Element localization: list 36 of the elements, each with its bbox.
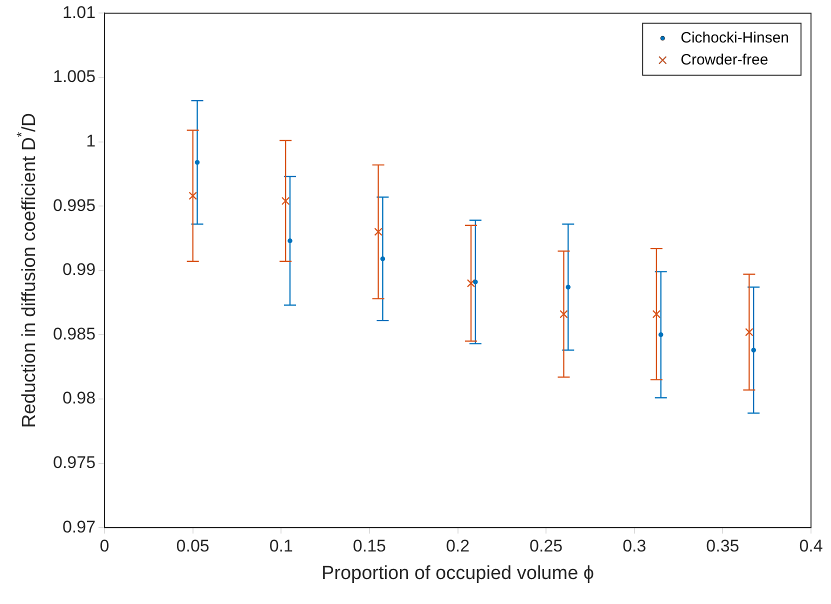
point: [751, 348, 756, 353]
x-tick-label: 0.2: [446, 536, 470, 556]
x-tick-label: 0.4: [799, 536, 823, 556]
y-tick-label: 0.975: [52, 452, 96, 472]
point: [466, 279, 476, 288]
x-tick-label: 0.15: [352, 536, 386, 556]
x-tick-label: 0.1: [269, 536, 293, 556]
point: [473, 280, 478, 284]
point: [745, 328, 754, 336]
point: [658, 332, 664, 338]
point: [281, 196, 290, 206]
x-axis-title: Proportion of occupied volume ϕ: [321, 562, 594, 584]
y-tick-label: 0.99: [62, 260, 96, 280]
point: [560, 310, 568, 318]
x-tick-label: 0: [100, 536, 110, 556]
point: [374, 228, 382, 236]
point: [194, 160, 200, 165]
x-tick-label: 0.3: [622, 536, 646, 556]
y-tick-label: 0.98: [62, 388, 96, 408]
x-tick-label: 0.35: [706, 536, 740, 556]
y-tick-label: 0.985: [52, 324, 96, 344]
y-axis-title: Reduction in diffusion coefficient D*/D: [14, 112, 40, 428]
x-tick-label: 0.25: [530, 536, 563, 556]
y-tick-label: 1.005: [52, 67, 96, 86]
point: [380, 256, 386, 262]
y-tick-label: 0.995: [52, 196, 96, 215]
x-tick-label: 0.05: [176, 536, 210, 556]
y-tick-label: 0.97: [62, 517, 96, 536]
point: [288, 238, 292, 244]
point: [188, 192, 197, 200]
legend-label: Crowder-free: [680, 51, 768, 68]
y-tick-label: 1.01: [62, 2, 96, 22]
point: [566, 284, 571, 290]
legend-label: Cichocki-Hinsen: [680, 29, 790, 46]
point: [652, 310, 661, 318]
y-tick-label: 1: [86, 131, 96, 150]
